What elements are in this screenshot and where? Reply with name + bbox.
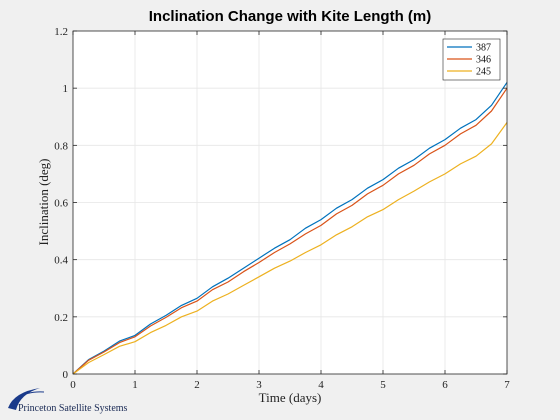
- x-tick-label: 7: [504, 379, 510, 391]
- logo-swoosh-icon: [8, 388, 40, 410]
- company-logo: Princeton Satellite Systems: [8, 388, 128, 414]
- x-tick-label: 6: [442, 379, 448, 391]
- y-tick-label: 0.4: [54, 255, 68, 267]
- x-axis-label: Time (days): [259, 390, 322, 405]
- x-tick-label: 2: [194, 379, 200, 391]
- y-tick-label: 1: [63, 83, 69, 95]
- series-lines: [72, 82, 508, 375]
- x-tick-label: 4: [318, 379, 324, 391]
- y-tick-label: 0: [63, 369, 69, 381]
- logo-arc-icon: [17, 391, 45, 399]
- x-tick-label: 0: [70, 379, 76, 391]
- y-tick-label: 0.6: [54, 198, 68, 210]
- series-line-346: [72, 87, 508, 375]
- series-line-387: [72, 82, 508, 375]
- legend-label-245: 245: [476, 67, 491, 78]
- y-tick-label: 0.8: [54, 140, 68, 152]
- legend-label-387: 387: [476, 43, 491, 54]
- y-tick-label: 1.2: [54, 26, 68, 38]
- ticks: 0 1 2 3 4 5 6 7 0 0.2 0.4 0.6 0.8 1 1.2: [54, 26, 510, 391]
- y-tick-label: 0.2: [54, 312, 68, 324]
- legend-label-346: 346: [476, 55, 491, 66]
- x-tick-label: 1: [132, 379, 138, 391]
- x-tick-label: 5: [380, 379, 386, 391]
- chart-title: Inclination Change with Kite Length (m): [149, 8, 432, 25]
- series-line-245: [72, 122, 508, 375]
- y-axis-label: Inclination (deg): [36, 159, 51, 246]
- logo-text: Princeton Satellite Systems: [18, 403, 128, 414]
- x-tick-label: 3: [256, 379, 262, 391]
